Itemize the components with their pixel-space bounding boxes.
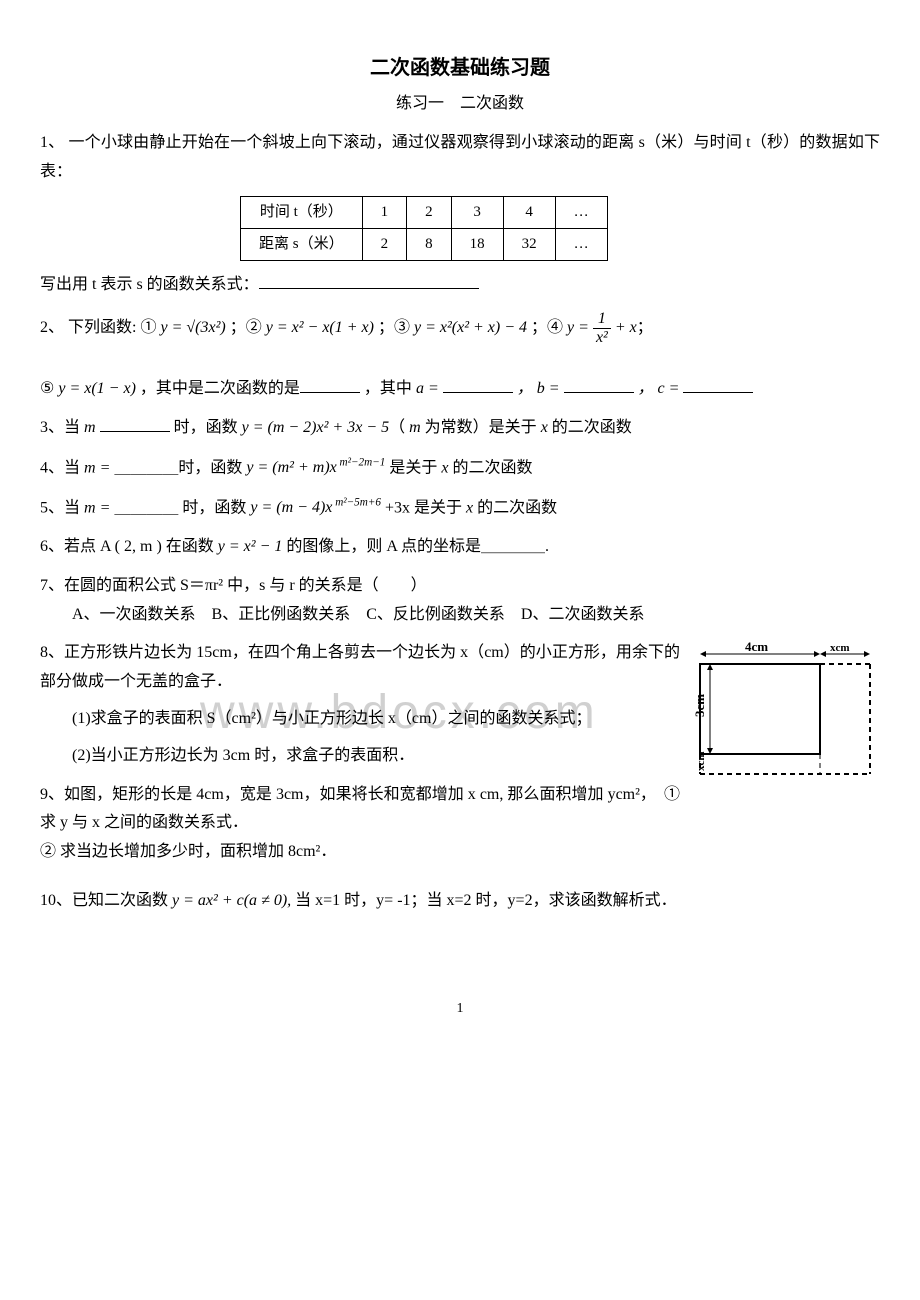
q2-blank-c (683, 376, 753, 393)
q10: 10、已知二次函数 y = ax² + c(a ≠ 0), 当 x=1 时，y=… (40, 887, 880, 916)
s2: 8 (407, 229, 452, 261)
q1-text: 1、 一个小球由静止开始在一个斜坡上向下滚动，通过仪器观察得到小球滚动的距离 s… (40, 134, 880, 180)
fig-x1: xcm (830, 642, 850, 654)
q2-f5-num: ⑤ (40, 380, 58, 397)
q9-figure: 4cm xcm 3cm xcm (690, 639, 880, 790)
s-more: … (555, 229, 607, 261)
page-subtitle: 练习一 二次函数 (40, 90, 880, 119)
fig-width: 4cm (745, 639, 768, 654)
s-header: 距离 s（米） (241, 229, 363, 261)
s1: 2 (362, 229, 407, 261)
q6-fn: y = x² − 1 (218, 538, 283, 555)
q2-lead: 2、 下列函数: (40, 319, 140, 336)
q7: 7、在圆的面积公式 S＝πr² 中，s 与 r 的关系是（ ） A、一次函数关系… (40, 572, 880, 630)
q2-tail2: ，其中 (364, 380, 412, 397)
t-more: … (555, 197, 607, 229)
t3: 3 (451, 197, 503, 229)
fig-x2: xcm (695, 752, 707, 772)
q6: 6、若点 A ( 2, m ) 在函数 y = x² − 1 的图像上，则 A … (40, 533, 880, 562)
q2-tail1: ，其中是二次函数的是 (140, 380, 300, 397)
fig-height: 3cm (692, 694, 707, 717)
q2-f4-num: ；④ (531, 319, 567, 336)
q2-frac: 1x² (593, 310, 611, 346)
q9-l2: ② 求当边长增加多少时，面积增加 8cm²． (40, 838, 880, 867)
q1-blank (259, 272, 479, 289)
q1-after: 写出用 t 表示 s 的函数关系式： (40, 271, 880, 300)
q7-text: 7、在圆的面积公式 S＝πr² 中，s 与 r 的关系是（ ） (40, 572, 880, 601)
q2-f1: y = √(3x²) (160, 319, 225, 336)
q4: 4、当 m = ＿＿＿＿时，函数 y = (m² + m)x m²−2m−1 是… (40, 453, 880, 483)
q2-blank-b (564, 376, 634, 393)
q2-a: a = (416, 380, 439, 397)
page-number: 1 (40, 996, 880, 1021)
q1: 1、 一个小球由静止开始在一个斜坡上向下滚动，通过仪器观察得到小球滚动的距离 s… (40, 129, 880, 187)
q2-b: ， b = (517, 380, 560, 397)
q5: 5、当 m = ＿＿＿＿ 时，函数 y = (m − 4)x m²−5m+6 +… (40, 493, 880, 523)
q3-blank (100, 415, 170, 432)
q2-f3-num: ；③ (378, 319, 414, 336)
q2-f2: y = x² − x(1 + x) (266, 319, 374, 336)
s4: 32 (503, 229, 555, 261)
q2-f2-num: ；② (230, 319, 266, 336)
t-header: 时间 t（秒） (241, 197, 363, 229)
q1-table: 时间 t（秒） 1 2 3 4 … 距离 s（米） 2 8 18 32 … (240, 196, 608, 261)
t1: 1 (362, 197, 407, 229)
q2-c: ， c = (638, 380, 680, 397)
q2-f3: y = x²(x² + x) − 4 (414, 319, 527, 336)
q2-f5: y = x(1 − x) (58, 380, 136, 397)
q2: 2、 下列函数: ① y = √(3x²) ；② y = x² − x(1 + … (40, 310, 880, 404)
q7-options: A、一次函数关系 B、正比例函数关系 C、反比例函数关系 D、二次函数关系 (72, 601, 880, 630)
s3: 18 (451, 229, 503, 261)
q2-f1-num: ① (140, 319, 160, 336)
q2-blank-a (443, 376, 513, 393)
q6-a: 6、若点 A ( 2, m ) 在函数 (40, 538, 218, 555)
q2-f4: y = (567, 319, 593, 336)
t2: 2 (407, 197, 452, 229)
q3: 3、当 m 时，函数 y = (m − 2)x² + 3x − 5（ m 为常数… (40, 414, 880, 443)
q1-after-text: 写出用 t 表示 s 的函数关系式： (40, 276, 259, 293)
q2-f4b: + x (611, 319, 637, 336)
q2-blank1 (300, 376, 360, 393)
rectangle-diagram: 4cm xcm 3cm xcm (690, 639, 880, 779)
q9: 9、如图，矩形的长是 4cm，宽是 3cm，如果将长和宽都增加 x cm, 那么… (40, 781, 880, 867)
page-title: 二次函数基础练习题 (40, 50, 880, 86)
q6-b: 的图像上，则 A 点的坐标是＿＿＿＿. (282, 538, 549, 555)
t4: 4 (503, 197, 555, 229)
